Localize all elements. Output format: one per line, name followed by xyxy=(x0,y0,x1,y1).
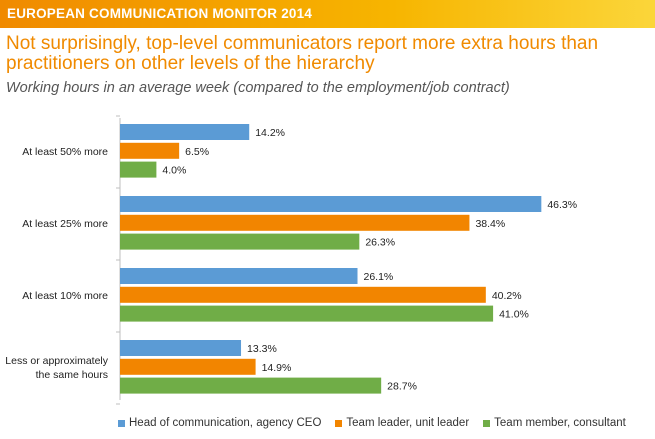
data-label: 38.4% xyxy=(475,218,505,230)
data-label: 41.0% xyxy=(499,309,529,321)
legend-label-leader: Team leader, unit leader xyxy=(346,417,470,429)
category-label-line: At least 10% more xyxy=(22,290,108,302)
bar-leader xyxy=(120,214,470,231)
legend: Head of communication, agency CEO Team l… xyxy=(118,417,626,429)
banner-title: EUROPEAN COMMUNICATION MONITOR 2014 xyxy=(7,6,313,21)
headline: Not surprisingly, top-level communicator… xyxy=(6,33,599,74)
category-label-line: the same hours xyxy=(36,369,108,381)
category-label: At least 50% more xyxy=(22,146,108,158)
data-label: 46.3% xyxy=(547,199,577,211)
legend-item-member: Team member, consultant xyxy=(483,417,626,429)
category-label-line: Less or approximately xyxy=(5,355,108,367)
data-label: 6.5% xyxy=(185,146,209,158)
data-label: 28.7% xyxy=(387,381,417,393)
category-label: At least 10% more xyxy=(22,290,108,302)
bar-head xyxy=(120,196,542,212)
legend-label-member: Team member, consultant xyxy=(494,417,626,429)
bar-head xyxy=(120,268,358,284)
bar-member xyxy=(120,161,157,178)
category-label: Less or approximately the same hours xyxy=(5,355,108,381)
bar-member xyxy=(120,233,360,250)
bar-leader xyxy=(120,286,486,303)
data-label: 13.3% xyxy=(247,343,277,355)
data-label: 4.0% xyxy=(162,165,186,177)
category-label-line: At least 50% more xyxy=(22,146,108,158)
legend-swatch-member xyxy=(483,419,491,427)
data-label: 14.2% xyxy=(255,127,285,139)
bar-member xyxy=(120,305,494,322)
bar-leader xyxy=(120,358,256,375)
bar-member xyxy=(120,377,382,394)
data-label: 26.3% xyxy=(365,237,395,249)
legend-swatch-head xyxy=(118,419,125,427)
data-label: 26.1% xyxy=(364,271,394,283)
bar-leader xyxy=(120,142,180,159)
legend-item-head: Head of communication, agency CEO xyxy=(118,417,321,429)
category-label-line: At least 25% more xyxy=(22,218,108,230)
header-banner: EUROPEAN COMMUNICATION MONITOR 2014 xyxy=(0,0,655,28)
chart-title: Working hours in an average week (compar… xyxy=(6,80,510,96)
data-label: 14.9% xyxy=(262,362,292,374)
category-label: At least 25% more xyxy=(22,218,108,230)
legend-item-leader: Team leader, unit leader xyxy=(335,417,469,429)
bar-head xyxy=(120,124,250,140)
legend-label-head: Head of communication, agency CEO xyxy=(129,417,322,429)
bar-head xyxy=(120,340,242,356)
legend-swatch-leader xyxy=(335,419,343,427)
data-label: 40.2% xyxy=(492,290,522,302)
